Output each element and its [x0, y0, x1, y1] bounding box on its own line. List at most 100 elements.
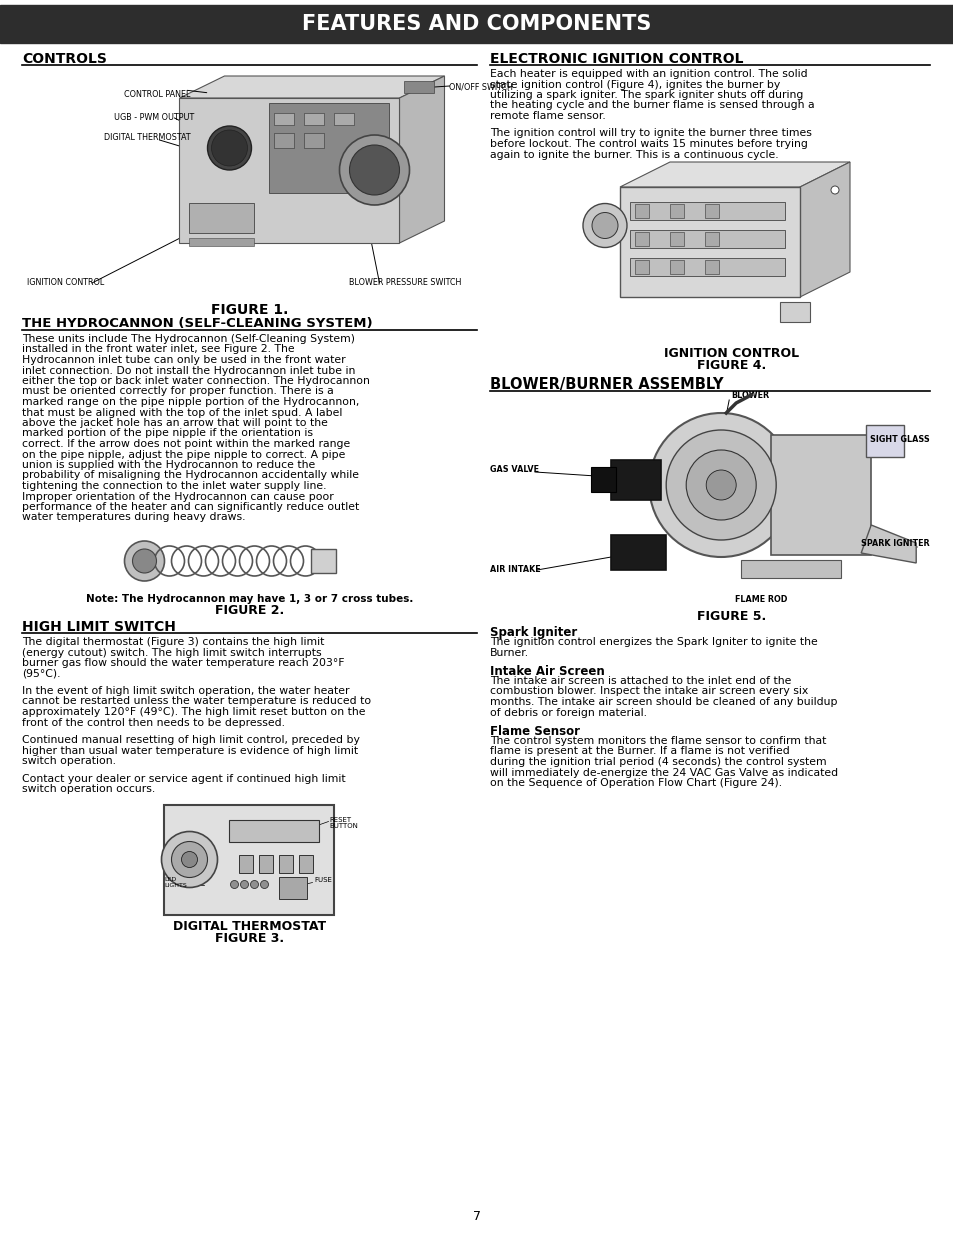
- Bar: [740, 559, 841, 578]
- Bar: [865, 425, 903, 457]
- Text: cannot be restarted unless the water temperature is reduced to: cannot be restarted unless the water tem…: [22, 697, 371, 706]
- Text: tightening the connection to the inlet water supply line.: tightening the connection to the inlet w…: [22, 480, 326, 492]
- Bar: [230, 820, 319, 841]
- Circle shape: [240, 881, 248, 888]
- Bar: [190, 203, 254, 233]
- Text: the heating cycle and the burner flame is sensed through a: the heating cycle and the burner flame i…: [490, 100, 814, 110]
- Text: during the ignition trial period (4 seconds) the control system: during the ignition trial period (4 seco…: [490, 757, 825, 767]
- Circle shape: [172, 841, 208, 878]
- Text: In the event of high limit switch operation, the water heater: In the event of high limit switch operat…: [22, 685, 349, 697]
- Text: The digital thermostat (Figure 3) contains the high limit: The digital thermostat (Figure 3) contai…: [22, 637, 324, 647]
- Bar: [274, 112, 294, 125]
- Text: FLAME ROD: FLAME ROD: [734, 595, 786, 604]
- Circle shape: [161, 831, 217, 888]
- Bar: [591, 467, 616, 492]
- Bar: [669, 232, 683, 246]
- Text: These units include The Hydrocannon (Self-Cleaning System): These units include The Hydrocannon (Sel…: [22, 333, 355, 345]
- Text: Hydrocannon inlet tube can only be used in the front water: Hydrocannon inlet tube can only be used …: [22, 354, 345, 366]
- Bar: [704, 261, 719, 274]
- Circle shape: [685, 450, 756, 520]
- Text: ELECTRONIC IGNITION CONTROL: ELECTRONIC IGNITION CONTROL: [490, 52, 742, 65]
- Bar: [274, 133, 294, 148]
- Text: DIGITAL THERMOSTAT: DIGITAL THERMOSTAT: [105, 133, 191, 142]
- Text: IGNITION CONTROL: IGNITION CONTROL: [663, 347, 799, 359]
- Circle shape: [349, 144, 399, 195]
- Bar: [269, 103, 389, 193]
- Text: combustion blower. Inspect the intake air screen every six: combustion blower. Inspect the intake ai…: [490, 687, 807, 697]
- Bar: [335, 112, 355, 125]
- Text: The ignition control will try to ignite the burner three times: The ignition control will try to ignite …: [490, 128, 811, 138]
- Bar: [279, 877, 307, 899]
- Text: marked portion of the pipe nipple if the orientation is: marked portion of the pipe nipple if the…: [22, 429, 313, 438]
- Text: SIGHT GLASS: SIGHT GLASS: [869, 436, 929, 445]
- Polygon shape: [399, 77, 444, 243]
- Text: switch operation.: switch operation.: [22, 756, 116, 766]
- Bar: [629, 258, 784, 275]
- Text: burner gas flow should the water temperature reach 203°F: burner gas flow should the water tempera…: [22, 658, 344, 668]
- Text: installed in the front water inlet, see Figure 2. The: installed in the front water inlet, see …: [22, 345, 294, 354]
- Bar: [669, 261, 683, 274]
- Text: (energy cutout) switch. The high limit switch interrupts: (energy cutout) switch. The high limit s…: [22, 647, 321, 657]
- Text: 7: 7: [473, 1210, 480, 1223]
- Bar: [704, 232, 719, 246]
- Bar: [780, 303, 809, 322]
- Text: again to ignite the burner. This is a continuous cycle.: again to ignite the burner. This is a co…: [490, 149, 778, 159]
- Text: FIGURE 1.: FIGURE 1.: [211, 303, 288, 317]
- Bar: [304, 112, 324, 125]
- Text: ON/OFF SWITCH: ON/OFF SWITCH: [449, 83, 513, 91]
- Text: correct. If the arrow does not point within the marked range: correct. If the arrow does not point wit…: [22, 438, 350, 450]
- Bar: [304, 133, 324, 148]
- Text: on the pipe nipple, adjust the pipe nipple to correct. A pipe: on the pipe nipple, adjust the pipe nipp…: [22, 450, 345, 459]
- Circle shape: [212, 130, 247, 165]
- Polygon shape: [611, 459, 660, 500]
- Bar: [635, 232, 648, 246]
- Circle shape: [125, 541, 164, 580]
- Text: HIGH LIMIT SWITCH: HIGH LIMIT SWITCH: [22, 620, 175, 634]
- Text: union is supplied with the Hydrocannon to reduce the: union is supplied with the Hydrocannon t…: [22, 459, 314, 471]
- Text: months. The intake air screen should be cleaned of any buildup: months. The intake air screen should be …: [490, 697, 837, 706]
- Bar: [770, 435, 870, 555]
- Text: Continued manual resetting of high limit control, preceded by: Continued manual resetting of high limit…: [22, 735, 359, 745]
- Text: utilizing a spark igniter. The spark igniter shuts off during: utilizing a spark igniter. The spark ign…: [490, 90, 802, 100]
- Text: CONTROLS: CONTROLS: [22, 52, 107, 65]
- Text: The ignition control energizes the Spark Igniter to ignite the: The ignition control energizes the Spark…: [490, 637, 817, 647]
- Bar: [190, 238, 254, 246]
- Circle shape: [208, 126, 252, 170]
- Text: water temperatures during heavy draws.: water temperatures during heavy draws.: [22, 513, 245, 522]
- Text: RESET
BUTTON: RESET BUTTON: [329, 816, 358, 830]
- Text: IGNITION CONTROL: IGNITION CONTROL: [27, 278, 104, 287]
- Text: that must be aligned with the top of the inlet spud. A label: that must be aligned with the top of the…: [22, 408, 342, 417]
- Circle shape: [231, 881, 238, 888]
- Text: switch operation occurs.: switch operation occurs.: [22, 784, 155, 794]
- Bar: [669, 204, 683, 219]
- Bar: [164, 804, 335, 914]
- Text: LED
LIGHTS: LED LIGHTS: [164, 877, 187, 888]
- Text: SPARK IGNITER: SPARK IGNITER: [861, 538, 929, 547]
- Polygon shape: [619, 162, 849, 186]
- Text: (95°C).: (95°C).: [22, 668, 60, 678]
- Bar: [312, 550, 336, 573]
- Bar: [279, 855, 294, 872]
- Text: AIR INTAKE: AIR INTAKE: [490, 566, 540, 574]
- Circle shape: [705, 471, 736, 500]
- Text: will immediately de-energize the 24 VAC Gas Valve as indicated: will immediately de-energize the 24 VAC …: [490, 767, 838, 778]
- Polygon shape: [800, 162, 849, 296]
- Text: remote flame sensor.: remote flame sensor.: [490, 111, 605, 121]
- Text: inlet connection. Do not install the Hydrocannon inlet tube in: inlet connection. Do not install the Hyd…: [22, 366, 355, 375]
- Bar: [404, 82, 434, 93]
- Text: Note: The Hydrocannon may have 1, 3 or 7 cross tubes.: Note: The Hydrocannon may have 1, 3 or 7…: [86, 594, 413, 604]
- Bar: [259, 855, 274, 872]
- Text: Intake Air Screen: Intake Air Screen: [490, 664, 604, 678]
- Text: CONTROL PANEL: CONTROL PANEL: [125, 90, 191, 99]
- Text: marked range on the pipe nipple portion of the Hydrocannon,: marked range on the pipe nipple portion …: [22, 396, 359, 408]
- Text: THE HYDROCANNON (SELF-CLEANING SYSTEM): THE HYDROCANNON (SELF-CLEANING SYSTEM): [22, 317, 373, 330]
- Bar: [635, 261, 648, 274]
- Circle shape: [251, 881, 258, 888]
- Bar: [299, 855, 314, 872]
- Text: FUSE: FUSE: [314, 878, 332, 883]
- Text: of debris or foreign material.: of debris or foreign material.: [490, 708, 646, 718]
- Circle shape: [181, 851, 197, 867]
- Text: above the jacket hole has an arrow that will point to the: above the jacket hole has an arrow that …: [22, 417, 328, 429]
- Text: must be oriented correctly for proper function. There is a: must be oriented correctly for proper fu…: [22, 387, 334, 396]
- Bar: [629, 230, 784, 248]
